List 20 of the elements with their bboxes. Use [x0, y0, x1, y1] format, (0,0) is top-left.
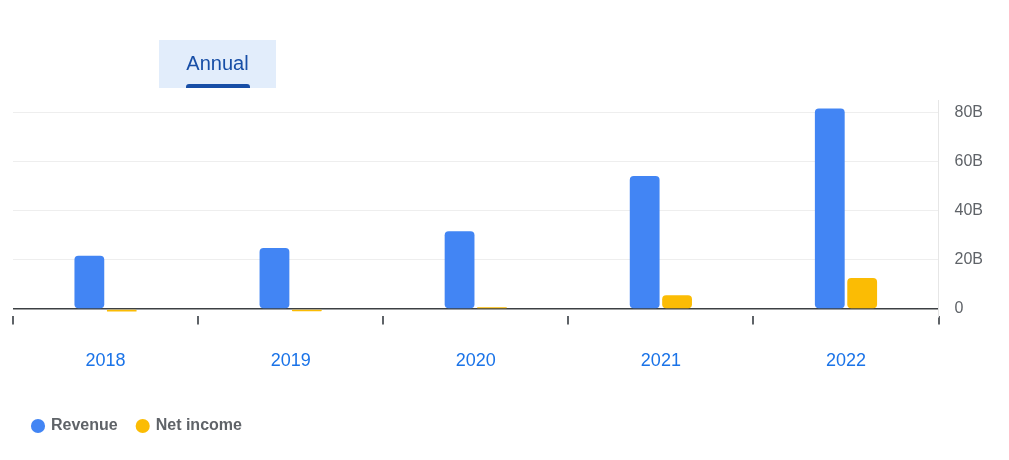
x-tick-label: 2022 [825, 350, 866, 371]
bar [662, 295, 692, 309]
x-tick-label: 2018 [85, 350, 126, 371]
bar [74, 255, 105, 309]
x-tick-label: 2021 [640, 350, 681, 371]
bar [847, 278, 878, 309]
y-tick-label: 20B [954, 250, 983, 268]
legend-label: Net income [155, 416, 243, 434]
bar [259, 248, 290, 309]
y-tick-label: 80B [954, 102, 983, 120]
y-tick-label: 0 [954, 299, 964, 317]
y-tick-label: 60B [954, 151, 983, 169]
y-tick-label: 40B [954, 201, 983, 219]
x-tick-label: 2019 [270, 350, 311, 371]
bar [814, 108, 845, 309]
text: Annual [159, 40, 276, 88]
bar [444, 231, 475, 309]
bar [629, 175, 660, 309]
x-tick-label: 2020 [455, 350, 496, 371]
legend-label: Revenue [51, 416, 118, 434]
